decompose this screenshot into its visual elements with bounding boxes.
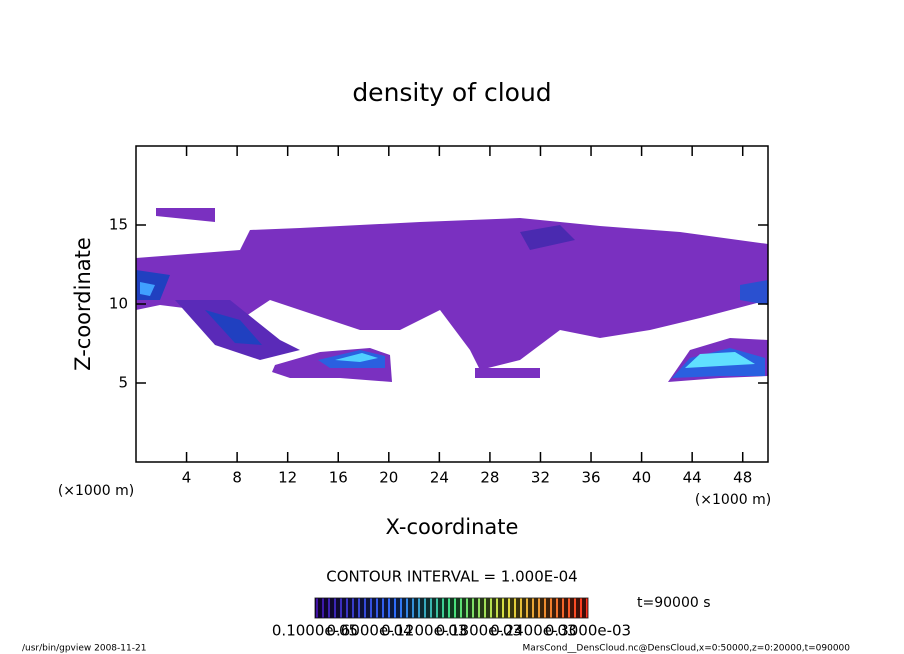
colorbar-label: 0.3000e-03 bbox=[545, 622, 631, 640]
y-tick-label: 5 bbox=[118, 374, 128, 392]
x-tick-label: 28 bbox=[480, 469, 499, 487]
x-tick-label: 40 bbox=[632, 469, 651, 487]
x-tick-label: 20 bbox=[379, 469, 398, 487]
contour-field bbox=[136, 208, 768, 382]
y-tick-label: 15 bbox=[109, 216, 128, 234]
x-axis-label: X-coordinate bbox=[386, 515, 519, 539]
colorbar-label: 0.6000e-04 bbox=[326, 622, 412, 640]
x-tick-label: 44 bbox=[683, 469, 702, 487]
colorbar-label: 0.1800e-03 bbox=[436, 622, 522, 640]
x-tick-label: 8 bbox=[232, 469, 242, 487]
contour-interval: CONTOUR INTERVAL = 1.000E-04 bbox=[326, 568, 577, 586]
footer-left: /usr/bin/gpview 2008-11-21 bbox=[22, 644, 146, 654]
time-label: t=90000 s bbox=[637, 595, 711, 611]
x-tick-label: 4 bbox=[182, 469, 192, 487]
x-unit-left: (×1000 m) bbox=[58, 483, 134, 499]
x-tick-label: 32 bbox=[531, 469, 550, 487]
x-unit-right: (×1000 m) bbox=[695, 492, 771, 508]
x-tick-label: 36 bbox=[581, 469, 600, 487]
x-tick-label: 12 bbox=[278, 469, 297, 487]
y-axis-label: Z-coordinate bbox=[71, 237, 95, 371]
x-tick-label: 24 bbox=[430, 469, 449, 487]
colorbar-label: 0.2400e-03 bbox=[490, 622, 576, 640]
colorbar-stripes bbox=[314, 597, 589, 619]
footer-right: MarsCond__DensCloud.nc@DensCloud,x=0:500… bbox=[523, 644, 851, 654]
colorbar-label: 0.1000e-05 bbox=[272, 622, 358, 640]
colorbar-label: 0.1200e-03 bbox=[381, 622, 467, 640]
x-tick-label: 16 bbox=[329, 469, 348, 487]
x-tick-label: 48 bbox=[733, 469, 752, 487]
y-tick-label: 10 bbox=[109, 295, 128, 313]
chart-title: density of cloud bbox=[352, 78, 551, 107]
